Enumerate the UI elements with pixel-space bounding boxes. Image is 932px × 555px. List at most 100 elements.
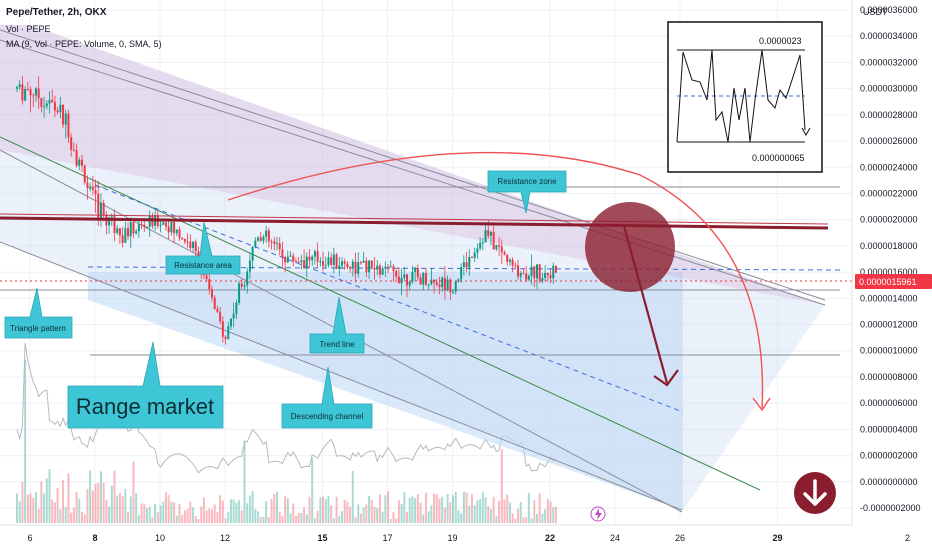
candle-body <box>286 256 289 263</box>
candle-body <box>316 251 319 262</box>
volume-bar <box>330 505 333 523</box>
volume-bar <box>154 503 157 523</box>
candle-body <box>64 113 67 125</box>
volume-bar <box>416 494 419 523</box>
volume-bar <box>294 515 297 523</box>
volume-bar <box>392 512 395 523</box>
volume-bar <box>259 517 262 523</box>
candle-body <box>94 190 97 194</box>
volume-bar <box>462 491 465 523</box>
candle-body <box>83 165 86 183</box>
volume-bar <box>506 494 509 523</box>
breakdown-arrowhead <box>653 369 679 387</box>
volume-bar <box>194 516 197 523</box>
candle-body <box>97 193 100 219</box>
volume-bar <box>370 499 373 523</box>
candle-body <box>519 273 522 277</box>
inset-high-label: 0.0000023 <box>759 36 802 46</box>
callout-descending-channel[interactable]: Descending channel <box>281 366 373 429</box>
candle-body <box>454 281 457 292</box>
volume-bar <box>373 506 376 523</box>
candle-body <box>460 267 463 280</box>
candle-body <box>192 241 195 248</box>
volume-bar <box>538 493 541 523</box>
breakdown-arrow <box>622 225 669 384</box>
volume-bar <box>189 501 192 523</box>
current-price-tag[interactable]: 0.0000015961 <box>855 274 932 289</box>
candle-body <box>354 261 357 274</box>
callout-triangle-pattern[interactable]: Triangle pattern <box>4 287 73 339</box>
volume-bar <box>536 513 538 523</box>
candle-body <box>311 256 314 261</box>
candle-body <box>552 265 555 279</box>
volume-bar <box>146 508 148 523</box>
callout-resistance-area[interactable]: Resistance area <box>165 221 241 275</box>
volume-bar <box>156 512 159 523</box>
candle-body <box>446 279 449 291</box>
price-tick-label: 0.0000024000 <box>860 162 918 172</box>
candle-body <box>362 260 365 263</box>
arrow-down-circle-icon[interactable] <box>794 472 836 514</box>
volume-bar <box>240 510 243 523</box>
volume-bar <box>91 490 94 523</box>
price-tick-label: 0.0000016000 <box>860 267 918 277</box>
volume-bar <box>468 505 471 523</box>
volume-bar <box>232 499 235 523</box>
candle-body <box>438 284 441 288</box>
price-tick-label: 0.0000006000 <box>860 398 918 408</box>
candle-body <box>346 263 349 268</box>
inset-low-label: 0.000000065 <box>752 153 805 163</box>
callout-trend-line[interactable]: Trend line <box>309 296 365 354</box>
candle-body <box>376 265 379 270</box>
volume-bar <box>18 501 21 523</box>
price-tick-label: 0.0000004000 <box>860 424 918 434</box>
volume-bar <box>419 502 422 523</box>
lightning-icon[interactable] <box>590 506 606 522</box>
candle-body <box>411 271 414 282</box>
volume-bar <box>384 495 387 523</box>
candle-body <box>384 266 387 269</box>
volume-bar <box>303 507 306 523</box>
volume-bar <box>227 511 230 523</box>
label-descending-channel: Descending channel <box>291 412 364 421</box>
volume-bar <box>511 513 514 523</box>
callout-range-market[interactable]: Range market <box>67 341 224 429</box>
volume-bar <box>135 493 138 523</box>
volume-bar <box>137 515 140 523</box>
volume-bar <box>70 512 73 523</box>
volume-bar <box>21 481 24 523</box>
candle-body <box>194 241 197 252</box>
volume-bar <box>43 493 46 523</box>
candle-body <box>403 274 406 278</box>
volume-bar <box>332 518 335 523</box>
volume-bar <box>116 495 119 523</box>
volume-bar <box>213 504 216 523</box>
volume-bar <box>460 513 463 523</box>
volume-bar <box>527 492 530 523</box>
volume-bar <box>151 517 154 523</box>
volume-bar <box>297 512 300 523</box>
volume-bar <box>167 495 170 523</box>
volume-bar <box>544 509 547 523</box>
volume-bar <box>498 500 501 523</box>
volume-bar <box>170 501 173 523</box>
volume-bar <box>286 498 289 523</box>
volume-bar <box>53 502 56 523</box>
candle-body <box>452 291 455 293</box>
time-tick-label: 12 <box>220 533 230 543</box>
candle-body <box>67 113 70 138</box>
candle-body <box>43 106 46 108</box>
callout-resistance-zone[interactable]: Resistance zone <box>487 170 567 214</box>
candle-body <box>29 89 32 96</box>
candle-body <box>538 264 541 281</box>
volume-bar <box>110 485 113 523</box>
candle-body <box>108 217 111 226</box>
price-tick-label: 0.0000018000 <box>860 241 918 251</box>
candle-body <box>140 224 143 226</box>
volume-bar <box>118 492 121 523</box>
candle-body <box>181 237 184 240</box>
price-tick-label: 0.0000030000 <box>860 84 918 94</box>
volume-bar <box>113 470 116 523</box>
candle-body <box>216 309 219 312</box>
